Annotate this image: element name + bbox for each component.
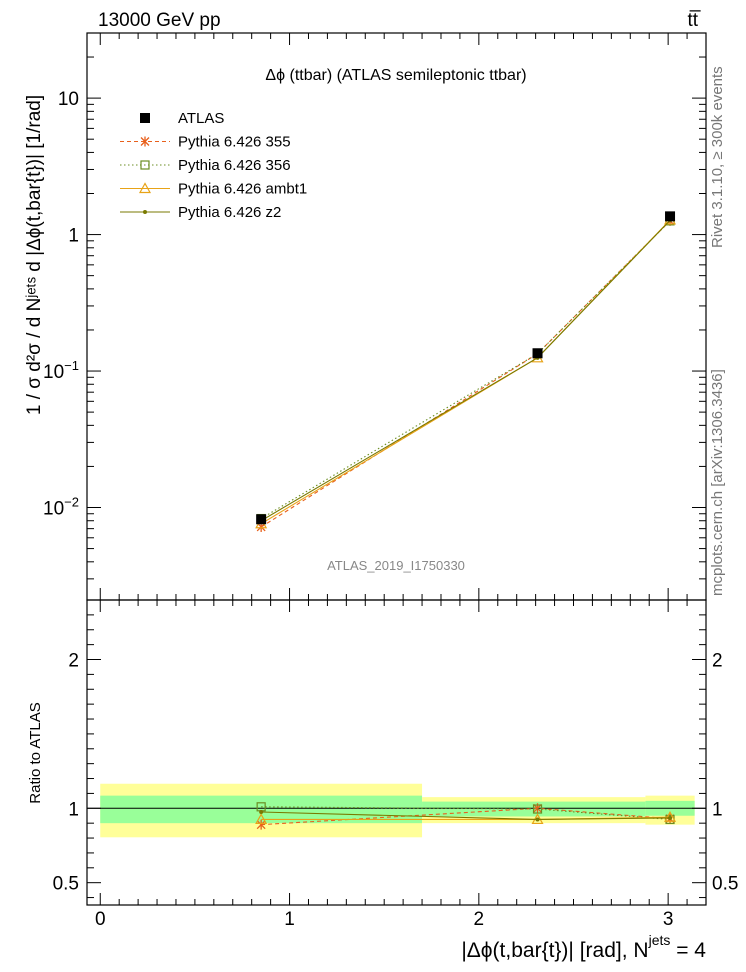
y-tick-label-exp-1: −1 — [64, 358, 79, 373]
x-tick-label-0: 0 — [95, 909, 106, 930]
series-line-2 — [260, 219, 671, 525]
ratio-series-2-point-0 — [255, 813, 268, 825]
ratio-series-2-point-2 — [664, 810, 677, 822]
legend-marker-2 — [140, 160, 150, 170]
ratio-y-tick-label-2: 2 — [68, 651, 79, 672]
legend-marker-3-shape — [138, 182, 152, 194]
ratio-y-tick-label-0: 0.5 — [53, 874, 79, 895]
ratio-series-3-point-2 — [668, 815, 673, 820]
analysis-label: ATLAS_2019_I1750330 — [327, 558, 465, 573]
legend-label-4: Pythia 6.426 z2 — [178, 204, 281, 221]
ratio-series-1-point-1 — [532, 804, 543, 814]
atlas-point-2-shape — [665, 211, 676, 222]
legend-marker-1 — [140, 136, 150, 147]
y-tick-label-base-1: 10 — [43, 362, 64, 383]
legend-label-2: Pythia 6.426 356 — [178, 157, 291, 174]
series-line-3 — [260, 220, 671, 522]
process-label: tt̅ — [687, 10, 701, 31]
y-tick-label-2: 1 — [68, 226, 79, 247]
mcplots-label: mcplots.cern.ch [arXiv:1306.3436] — [709, 369, 726, 596]
x-tick-label-2: 2 — [474, 909, 485, 930]
ratio-series-3-point-0 — [259, 810, 264, 815]
y-tick-label-3: 10 — [58, 89, 79, 110]
atlas-point-1 — [532, 348, 543, 359]
x-axis-title-main: |Δϕ(t,bar{t})| [rad], N — [461, 939, 648, 962]
ratio-y-axis-title: Ratio to ATLAS — [27, 702, 44, 803]
legend-marker-0-shape — [140, 113, 150, 123]
ratio-frame — [86, 599, 707, 906]
legend-marker-1-shape — [140, 136, 150, 147]
ratio-series-3-point-2-shape — [668, 815, 673, 820]
legend-marker-4-shape — [143, 210, 147, 214]
y-tick-label-exp-0: −2 — [64, 495, 79, 510]
legend-marker-0 — [140, 113, 150, 123]
ratio-series-3-point-1-shape — [535, 817, 540, 822]
series-line-1 — [260, 220, 671, 520]
ratio-y-tick-label-1: 1 — [68, 799, 79, 820]
ratio-y-tick-label-right-2: 2 — [712, 651, 723, 672]
x-axis-title: |Δϕ(t,bar{t})| [rad], Njets = 4 — [461, 932, 706, 962]
x-axis-title-suffix: = 4 — [670, 939, 706, 962]
ratio-series-2-point-2-shape — [664, 810, 677, 822]
rivet-label: Rivet 3.1.10, ≥ 300k events — [709, 66, 726, 248]
ratio-marks — [87, 783, 706, 838]
ratio-y-tick-label-right-0: 0.5 — [712, 874, 738, 895]
ratio-series-2-point-0-shape — [255, 813, 268, 825]
ratio-series-line-1 — [261, 806, 671, 820]
legend-label-0: ATLAS — [178, 110, 224, 127]
y-axis-title: 1 / σ d²σ / d Nʲᵉᵗˢ d |Δϕ(t,bar{t})| [1/… — [24, 95, 45, 415]
ratio-plot-panel: 0 1 2 3 0.5 0.5 1 1 2 2 — [53, 599, 738, 930]
atlas-point-0-shape — [256, 514, 267, 525]
x-tick-label-1: 1 — [284, 909, 295, 930]
x-axis-title-sup: jets — [648, 932, 671, 948]
legend-label-3: Pythia 6.426 ambt1 — [178, 181, 307, 198]
legend-marker-4 — [143, 210, 147, 214]
legend: ATLAS Pythia 6.426 355 Pythia 6.426 356 Pyt… — [120, 110, 307, 221]
ratio-series-0-point-0 — [256, 819, 266, 830]
x-tick-label-3: 3 — [663, 909, 674, 930]
ratio-series-0-point-0-shape — [256, 819, 266, 830]
atlas-point-0 — [256, 514, 267, 525]
energy-label: 13000 GeV pp — [98, 10, 221, 31]
main-marks — [255, 211, 677, 532]
y-tick-label-0: 10−2 — [43, 495, 79, 520]
series-line-0 — [260, 220, 671, 528]
ratio-series-3-point-1 — [535, 817, 540, 822]
legend-marker-3 — [138, 182, 152, 194]
ratio-axes: 0 1 2 3 0.5 0.5 1 1 2 2 — [53, 599, 738, 930]
ratio-series-3-point-0-shape — [259, 810, 264, 815]
y-tick-label-base-0: 10 — [43, 499, 64, 520]
ratio-series-1-point-1-shape — [532, 804, 543, 814]
ratio-y-tick-label-right-1: 1 — [712, 799, 723, 820]
legend-label-1: Pythia 6.426 355 — [178, 134, 291, 151]
legend-marker-2-shape — [140, 160, 150, 170]
y-tick-label-1: 10−1 — [43, 358, 79, 383]
atlas-point-1-shape — [532, 348, 543, 359]
atlas-point-2 — [665, 211, 676, 222]
chart-title: Δϕ (ttbar) (ATLAS semileptonic ttbar) — [265, 67, 526, 84]
